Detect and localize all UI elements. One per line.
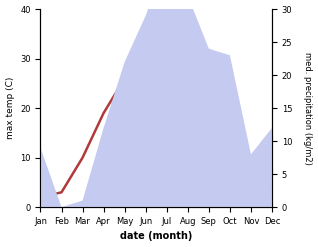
Y-axis label: max temp (C): max temp (C)	[5, 77, 15, 139]
X-axis label: date (month): date (month)	[120, 231, 192, 242]
Y-axis label: med. precipitation (kg/m2): med. precipitation (kg/m2)	[303, 52, 313, 165]
